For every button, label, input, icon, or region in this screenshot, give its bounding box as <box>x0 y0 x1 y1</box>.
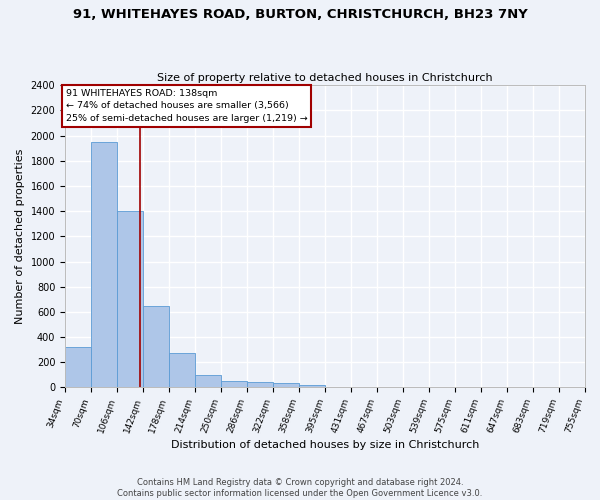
X-axis label: Distribution of detached houses by size in Christchurch: Distribution of detached houses by size … <box>171 440 479 450</box>
Bar <box>273 383 299 388</box>
Bar <box>143 306 169 388</box>
Bar <box>195 375 221 388</box>
Text: 91 WHITEHAYES ROAD: 138sqm
← 74% of detached houses are smaller (3,566)
25% of s: 91 WHITEHAYES ROAD: 138sqm ← 74% of deta… <box>66 89 307 123</box>
Text: Contains HM Land Registry data © Crown copyright and database right 2024.
Contai: Contains HM Land Registry data © Crown c… <box>118 478 482 498</box>
Y-axis label: Number of detached properties: Number of detached properties <box>15 148 25 324</box>
Bar <box>247 382 273 388</box>
Bar <box>65 346 91 388</box>
Bar <box>169 354 195 388</box>
Bar <box>299 385 325 388</box>
Title: Size of property relative to detached houses in Christchurch: Size of property relative to detached ho… <box>157 73 493 83</box>
Bar <box>117 211 143 388</box>
Text: 91, WHITEHAYES ROAD, BURTON, CHRISTCHURCH, BH23 7NY: 91, WHITEHAYES ROAD, BURTON, CHRISTCHURC… <box>73 8 527 20</box>
Bar <box>221 381 247 388</box>
Bar <box>91 142 117 388</box>
